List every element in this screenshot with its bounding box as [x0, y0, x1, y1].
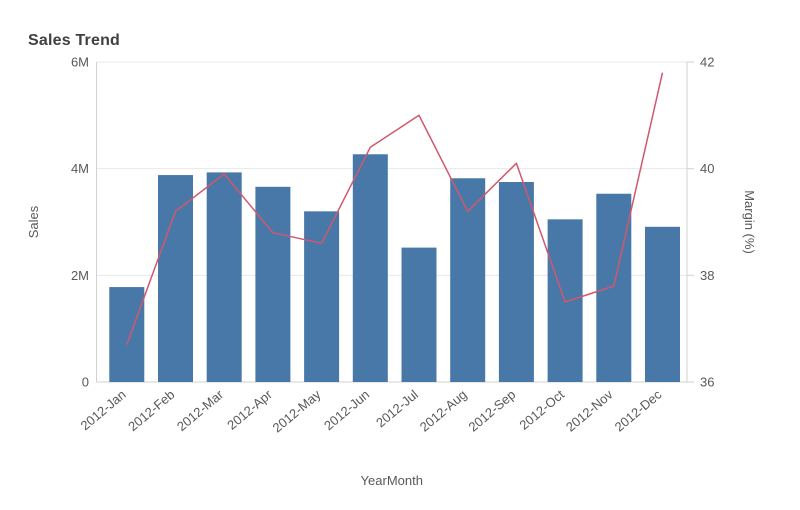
- bar-2012-Mar[interactable]: [206, 172, 242, 382]
- x-axis-title: YearMonth: [361, 473, 423, 488]
- bar-2012-Dec[interactable]: [645, 226, 680, 382]
- bar-2012-Nov[interactable]: [596, 193, 632, 382]
- margin-line[interactable]: [126, 72, 664, 345]
- left-axis-tick-label: 0: [82, 375, 89, 390]
- left-axis-title: Sales: [26, 205, 41, 238]
- bar-2012-Apr[interactable]: [255, 186, 291, 382]
- x-axis-tick-label: 2012-Aug: [417, 387, 470, 435]
- bar-2012-May[interactable]: [304, 211, 340, 382]
- x-axis-tick-label: 2012-Oct: [516, 387, 567, 433]
- right-axis-tick-label: 40: [700, 161, 714, 176]
- x-axis-tick-label: 2012-Jan: [78, 387, 129, 433]
- left-axis-tick-label: 6M: [71, 55, 89, 70]
- x-axis-tick-label: 2012-Mar: [174, 386, 227, 434]
- bar-2012-Aug[interactable]: [450, 178, 486, 382]
- left-axis-tick-label: 2M: [71, 268, 89, 283]
- x-axis-tick-label: 2012-Jun: [321, 387, 372, 433]
- x-axis-tick-label: 2012-Jul: [373, 387, 421, 431]
- bar-2012-Jun[interactable]: [352, 154, 388, 382]
- right-axis-tick-label: 36: [700, 375, 714, 390]
- x-axis-tick-label: 2012-Nov: [563, 386, 616, 434]
- x-axis-tick-label: 2012-Apr: [224, 386, 275, 432]
- right-axis-tick-label: 42: [700, 55, 714, 70]
- bar-2012-Jan[interactable]: [109, 287, 145, 382]
- chart-title: Sales Trend: [28, 32, 121, 49]
- x-axis-tick-label: 2012-Sep: [465, 387, 518, 435]
- x-axis-tick-label: 2012-Feb: [125, 387, 177, 434]
- right-axis-title: Margin (%): [742, 190, 757, 254]
- bar-2012-Jul[interactable]: [401, 247, 437, 382]
- bar-2012-Sep[interactable]: [498, 182, 534, 382]
- x-axis-tick-label: 2012-May: [270, 386, 324, 435]
- right-axis-tick-label: 38: [700, 268, 714, 283]
- left-axis-tick-label: 4M: [71, 161, 89, 176]
- x-axis-tick-label: 2012-Dec: [612, 386, 665, 434]
- bar-2012-Feb[interactable]: [158, 175, 193, 382]
